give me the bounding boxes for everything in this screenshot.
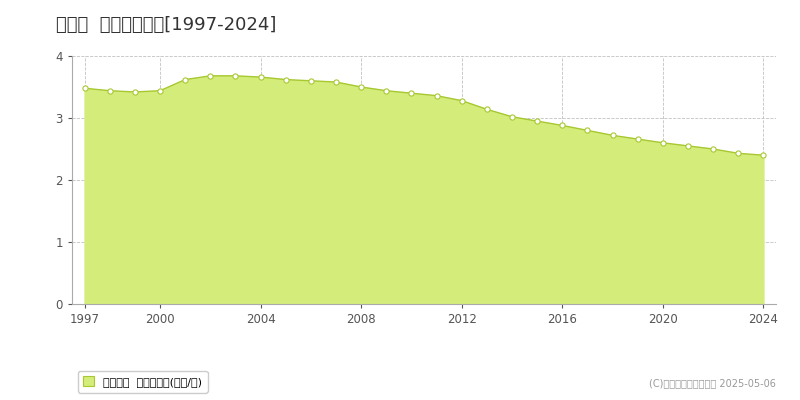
Point bbox=[430, 92, 443, 99]
Point bbox=[581, 127, 594, 134]
Point bbox=[305, 78, 318, 84]
Point bbox=[279, 76, 292, 83]
Point bbox=[757, 152, 770, 158]
Point bbox=[229, 73, 242, 79]
Point bbox=[732, 150, 745, 156]
Point bbox=[606, 132, 619, 138]
Point bbox=[556, 122, 569, 129]
Point bbox=[506, 114, 518, 120]
Point bbox=[254, 74, 267, 80]
Point bbox=[354, 84, 367, 90]
Point bbox=[530, 118, 543, 124]
Point bbox=[204, 73, 217, 79]
Point bbox=[154, 88, 166, 94]
Point bbox=[330, 79, 342, 85]
Point bbox=[129, 89, 142, 95]
Point bbox=[682, 143, 694, 149]
Legend: 基準地価  平均坤単価(万円/坤): 基準地価 平均坤単価(万円/坤) bbox=[78, 371, 208, 393]
Point bbox=[481, 106, 494, 112]
Point bbox=[178, 76, 191, 83]
Text: 新冠町  基準地価推移[1997-2024]: 新冠町 基準地価推移[1997-2024] bbox=[56, 16, 276, 34]
Point bbox=[657, 140, 670, 146]
Point bbox=[380, 88, 393, 94]
Point bbox=[405, 90, 418, 96]
Point bbox=[455, 98, 468, 104]
Text: (C)土地価格ドットコム 2025-05-06: (C)土地価格ドットコム 2025-05-06 bbox=[649, 378, 776, 388]
Point bbox=[78, 85, 91, 92]
Point bbox=[631, 136, 644, 142]
Point bbox=[103, 88, 116, 94]
Point bbox=[706, 146, 719, 152]
